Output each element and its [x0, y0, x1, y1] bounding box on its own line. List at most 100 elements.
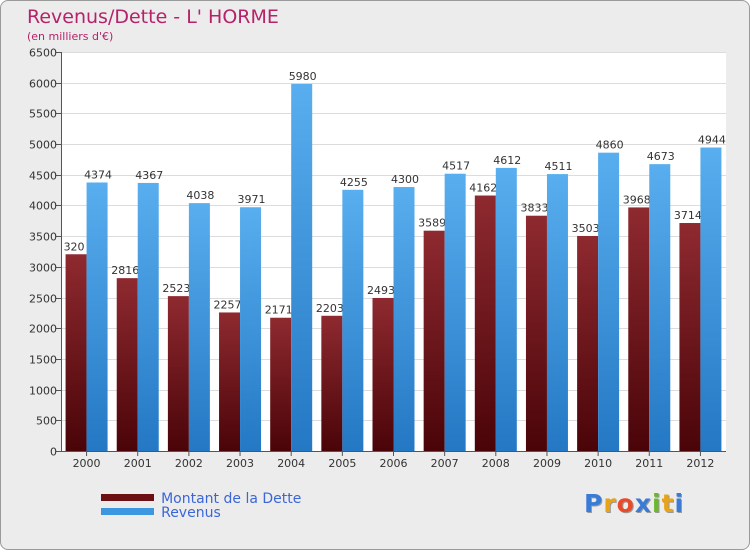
logo-letter: t: [661, 489, 675, 518]
y-tick-label: 5000: [29, 139, 57, 152]
value-label-revenus: 4300: [391, 173, 419, 186]
y-tick-label: 6000: [29, 78, 57, 91]
x-tick-label: 2003: [226, 457, 254, 470]
bar-revenus-2011: [649, 164, 671, 451]
bar-dette-2011: [628, 207, 650, 451]
x-tick-label: 2001: [124, 457, 152, 470]
value-label-dette: 2171: [265, 304, 293, 317]
value-label-dette: 2203: [316, 302, 344, 315]
bar-revenus-2003: [240, 207, 262, 451]
value-label-revenus: 5980: [289, 70, 317, 83]
logo-letter: x: [634, 489, 652, 518]
x-tick-label: 2011: [635, 457, 663, 470]
x-tick-label: 2006: [380, 457, 408, 470]
y-tick-label: 2500: [29, 293, 57, 306]
bar-dette-2008: [474, 195, 496, 451]
value-label-revenus: 4255: [340, 176, 368, 189]
value-label-revenus: 4673: [647, 150, 675, 163]
legend-label-dette: Montant de la Dette: [161, 490, 302, 507]
value-label-dette: 3833: [520, 202, 548, 215]
bar-dette-2010: [577, 235, 599, 451]
proxiti-logo: Proxiti: [584, 489, 684, 518]
y-tick-label: 5500: [29, 108, 57, 121]
bar-revenus-2002: [188, 203, 210, 451]
logo-letter: r: [603, 489, 617, 518]
bar-dette-2001: [116, 278, 138, 451]
chart-title: Revenus/Dette - L' HORME: [27, 6, 279, 28]
value-label-dette: 3589: [418, 217, 446, 230]
bar-revenus-2000: [86, 182, 108, 451]
y-tick-label: 6500: [29, 47, 57, 60]
value-label-revenus: 4517: [442, 160, 470, 173]
value-label-revenus: 4860: [596, 139, 624, 152]
bar-revenus-2005: [342, 189, 364, 451]
value-label-dette: 2816: [111, 264, 139, 277]
value-label-dette: 2257: [214, 298, 242, 311]
value-label-revenus: 4944: [698, 134, 726, 147]
x-tick-label: 2005: [328, 457, 356, 470]
logo-letter: o: [616, 489, 635, 518]
bar-dette-2004: [270, 317, 292, 451]
bar-revenus-2001: [137, 182, 159, 451]
bar-revenus-2006: [393, 187, 415, 452]
bar-dette-2007: [423, 230, 445, 451]
value-label-revenus: 4511: [544, 160, 572, 173]
value-label-dette: 3968: [623, 193, 651, 206]
legend-item-dette: Montant de la Dette: [101, 488, 301, 507]
x-tick-label: 2000: [73, 457, 101, 470]
chart-subtitle: (en milliers d'€): [27, 30, 114, 43]
value-label-revenus: 4374: [84, 169, 112, 182]
bar-dette-2009: [525, 215, 547, 451]
bar-dette-2012: [679, 223, 701, 451]
value-label-dette: 2493: [367, 284, 395, 297]
bar-revenus-2009: [546, 174, 568, 451]
bars: 320 4374 2816 4367 2523 4038 2257 3971 2171 5980 2…: [64, 70, 726, 452]
y-tick-label: 4500: [29, 170, 57, 183]
x-axis: 2000 2001 2002 2003 2004 2005 2006 2007 2008 2009…: [61, 451, 726, 470]
value-label-dette: 2523: [162, 282, 190, 295]
x-tick-label: 2002: [175, 457, 203, 470]
y-tick-label: 3500: [29, 231, 57, 244]
bar-dette-2006: [372, 297, 394, 451]
value-label-dette: 3503: [572, 222, 600, 235]
y-tick-label: 1000: [29, 385, 57, 398]
bar-revenus-2004: [291, 83, 313, 452]
bar-revenus-2007: [444, 173, 466, 451]
value-label-revenus: 4367: [135, 169, 163, 182]
bar-dette-2005: [321, 315, 343, 451]
value-label-revenus: 4612: [493, 154, 521, 167]
x-tick-label: 2009: [533, 457, 561, 470]
x-tick-label: 2004: [277, 457, 305, 470]
bar-dette-2002: [167, 296, 189, 451]
bar-revenus-2010: [598, 152, 620, 451]
y-tick-label: 1500: [29, 354, 57, 367]
logo-letter: i: [674, 489, 685, 518]
y-tick-label: 3000: [29, 262, 57, 275]
legend-item-revenus: Revenus: [101, 502, 221, 521]
bar-dette-2003: [219, 312, 241, 451]
bar-dette-2000: [65, 254, 87, 451]
x-tick-label: 2012: [686, 457, 714, 470]
bar-revenus-2008: [495, 167, 517, 451]
legend-swatch-revenus: [101, 507, 154, 515]
bar-revenus-2012: [700, 147, 722, 451]
value-label-revenus: 3971: [238, 193, 266, 206]
y-tick-label: 0: [50, 446, 57, 459]
value-label-revenus: 4038: [186, 189, 214, 202]
value-label-dette: 4162: [469, 182, 497, 195]
value-label-dette: 3714: [674, 209, 702, 222]
y-tick-label: 4000: [29, 200, 57, 213]
x-tick-label: 2008: [482, 457, 510, 470]
legend-label-revenus: Revenus: [161, 504, 221, 521]
y-axis: 0 500 1000 1500 2000 2500 3000 3500 4000 4500 5000…: [29, 47, 62, 459]
logo-letter: P: [584, 489, 604, 518]
x-tick-label: 2010: [584, 457, 612, 470]
y-tick-label: 2000: [29, 323, 57, 336]
value-label-dette: 320: [64, 240, 85, 253]
logo-letter: i: [652, 489, 662, 518]
legend-swatch-dette: [101, 493, 154, 501]
x-tick-label: 2007: [431, 457, 459, 470]
y-tick-label: 500: [36, 415, 57, 428]
